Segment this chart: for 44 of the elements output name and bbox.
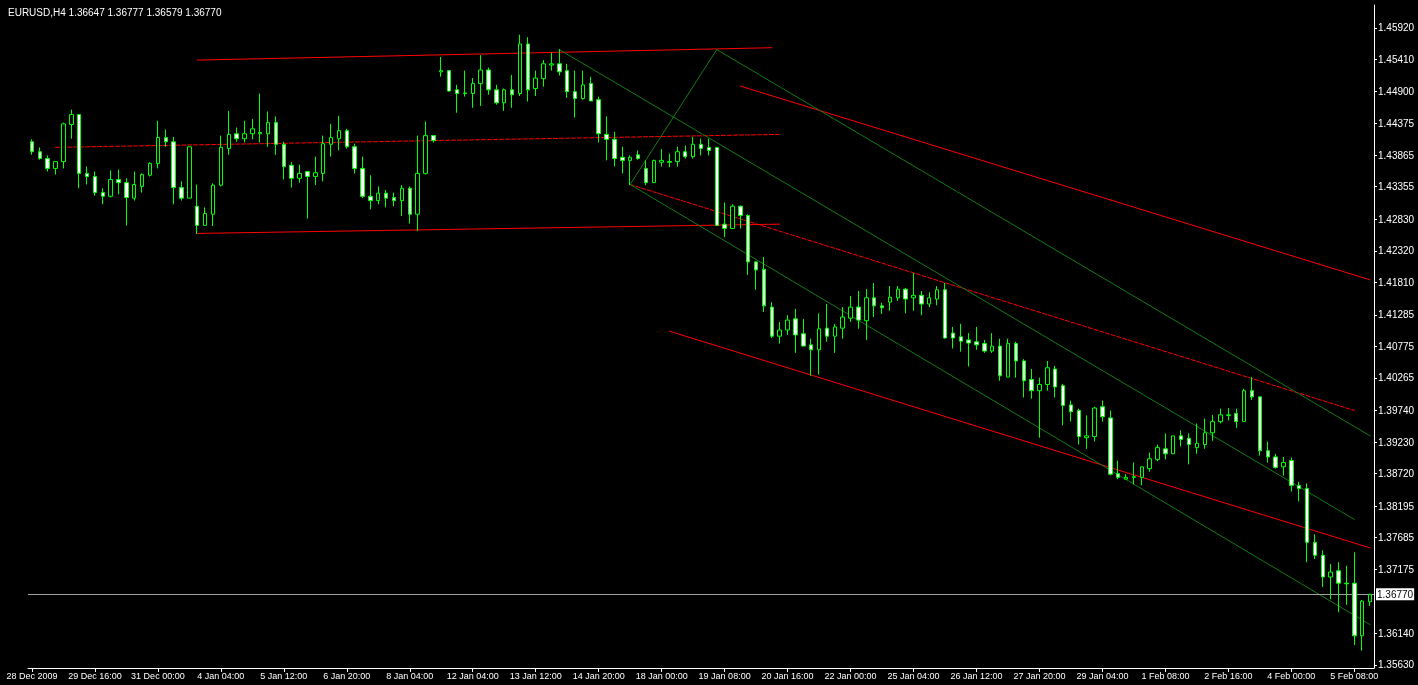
x-tick-label: 18 Jan 00:00	[635, 670, 688, 681]
y-tick-label: 1.43355	[1378, 181, 1415, 193]
y-tick-label: 1.42320	[1378, 245, 1415, 257]
ref-line-label: 1.36770	[1377, 588, 1414, 600]
x-tick-label: 19 Jan 08:00	[698, 670, 751, 681]
x-tick-label: 20 Jan 16:00	[761, 670, 814, 681]
y-tick-label: 1.38195	[1378, 500, 1415, 512]
y-tick-label: 1.38720	[1378, 468, 1415, 480]
y-tick-label: 1.37175	[1378, 563, 1415, 575]
x-tick-label: 2 Feb 16:00	[1204, 670, 1253, 681]
x-tick-label: 4 Feb 00:00	[1267, 670, 1316, 681]
x-tick-label: 6 Jan 20:00	[323, 670, 371, 681]
y-tick-label: 1.39740	[1378, 404, 1415, 416]
y-tick-label: 1.45410	[1378, 53, 1415, 65]
y-tick-label: 1.36140	[1378, 627, 1415, 639]
x-tick-label: 4 Jan 04:00	[197, 670, 245, 681]
y-tick-label: 1.37685	[1378, 532, 1415, 544]
x-tick-label: 29 Dec 16:00	[68, 670, 122, 681]
y-tick-label: 1.44900	[1378, 85, 1415, 97]
x-tick-label: 31 Dec 00:00	[131, 670, 185, 681]
x-tick-label: 13 Jan 12:00	[509, 670, 562, 681]
y-tick-label: 1.43865	[1378, 149, 1415, 161]
x-tick-label: 5 Feb 08:00	[1330, 670, 1379, 681]
x-tick-label: 27 Jan 20:00	[1013, 670, 1066, 681]
x-tick-label: 28 Dec 2009	[6, 670, 58, 681]
y-tick-label: 1.45920	[1378, 22, 1415, 34]
x-tick-label: 29 Jan 04:00	[1076, 670, 1129, 681]
y-tick-label: 1.40265	[1378, 372, 1415, 384]
x-tick-label: 1 Feb 08:00	[1141, 670, 1190, 681]
y-tick-label: 1.42830	[1378, 213, 1415, 225]
y-tick-label: 1.41285	[1378, 309, 1415, 321]
y-tick-label: 1.35630	[1378, 659, 1415, 671]
x-tick-label: 25 Jan 04:00	[887, 670, 940, 681]
chart-title: EURUSD,H4 1.36647 1.36777 1.36579 1.36770	[8, 6, 222, 18]
x-tick-label: 5 Jan 12:00	[260, 670, 308, 681]
y-tick-label: 1.39230	[1378, 436, 1415, 448]
y-tick-label: 1.44375	[1378, 118, 1415, 130]
y-tick-label: 1.40775	[1378, 340, 1415, 352]
x-tick-label: 14 Jan 20:00	[572, 670, 625, 681]
y-tick-label: 1.41810	[1378, 276, 1415, 288]
x-tick-label: 26 Jan 12:00	[950, 670, 1003, 681]
x-tick-label: 22 Jan 00:00	[824, 670, 877, 681]
x-tick-label: 8 Jan 04:00	[386, 670, 434, 681]
x-tick-label: 12 Jan 04:00	[446, 670, 499, 681]
